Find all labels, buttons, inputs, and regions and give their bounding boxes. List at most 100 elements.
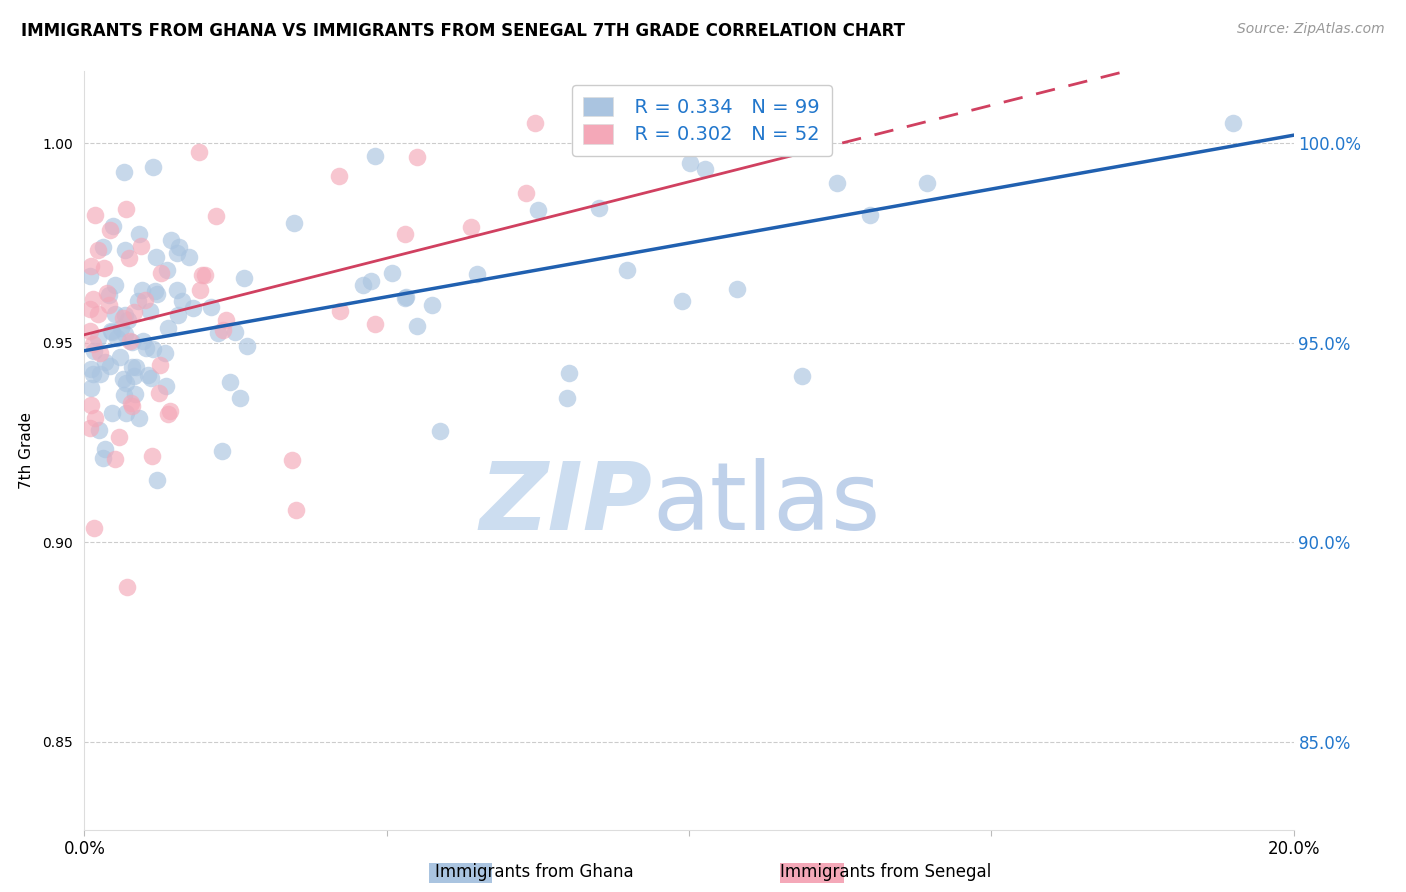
Point — [588, 201, 610, 215]
Point — [157, 407, 180, 421]
Point — [527, 203, 550, 218]
Point — [143, 284, 166, 298]
Point — [141, 370, 163, 384]
Point — [122, 369, 145, 384]
Point — [87, 331, 110, 345]
Point — [131, 334, 153, 348]
Point — [127, 293, 149, 308]
Point — [121, 399, 143, 413]
Legend:   R = 0.334   N = 99,   R = 0.302   N = 52: R = 0.334 N = 99, R = 0.302 N = 52 — [572, 85, 831, 156]
Point — [149, 266, 172, 280]
Point — [219, 376, 242, 390]
Point — [115, 406, 138, 420]
Point — [360, 274, 382, 288]
Point — [87, 423, 110, 437]
Point — [91, 451, 114, 466]
Point — [211, 444, 233, 458]
Point — [104, 277, 127, 292]
Point — [285, 502, 308, 516]
Point — [100, 325, 122, 339]
Point — [181, 301, 204, 316]
Point — [589, 116, 612, 130]
Point — [114, 243, 136, 257]
Point — [616, 262, 638, 277]
Point — [135, 342, 157, 356]
Point — [98, 359, 121, 373]
Point — [114, 376, 136, 390]
Point — [228, 391, 250, 405]
Point — [145, 286, 167, 301]
Point — [153, 346, 176, 360]
Point — [94, 355, 117, 369]
Point — [394, 291, 416, 305]
Point — [381, 267, 404, 281]
Point — [112, 388, 135, 402]
Point — [83, 520, 105, 534]
Point — [128, 411, 150, 425]
Point — [149, 358, 172, 372]
Point — [101, 406, 124, 420]
Point — [224, 325, 246, 339]
Point — [915, 176, 938, 190]
Point — [100, 325, 122, 339]
Text: Immigrants from Ghana: Immigrants from Ghana — [434, 863, 634, 881]
Point — [671, 294, 693, 309]
Point — [194, 268, 217, 283]
Point — [124, 387, 146, 401]
Point — [118, 251, 141, 265]
Point — [693, 162, 716, 177]
Point — [364, 317, 387, 331]
Point — [117, 313, 139, 327]
Point — [160, 233, 183, 247]
Point — [668, 116, 690, 130]
Point — [87, 243, 110, 257]
Point — [406, 319, 429, 334]
Point — [364, 149, 387, 163]
Point — [156, 263, 179, 277]
Point — [108, 430, 131, 444]
Point — [115, 202, 138, 216]
Point — [329, 303, 352, 318]
Point — [214, 313, 236, 327]
Point — [96, 285, 118, 300]
Point — [114, 308, 136, 322]
Point — [200, 301, 222, 315]
Point — [555, 391, 578, 405]
Point — [112, 372, 135, 386]
Point — [170, 294, 193, 309]
Point — [87, 307, 110, 321]
Point — [429, 424, 451, 438]
Point — [148, 385, 170, 400]
Point — [89, 367, 111, 381]
Point — [233, 270, 256, 285]
Point — [118, 334, 141, 348]
Point — [115, 581, 138, 595]
Point — [558, 366, 581, 380]
Point — [125, 360, 148, 375]
Point — [112, 164, 135, 178]
Point — [177, 250, 200, 264]
Point — [114, 326, 136, 341]
Text: ZIP: ZIP — [479, 458, 652, 549]
Point — [97, 288, 120, 302]
Point — [112, 311, 135, 326]
Point — [122, 304, 145, 318]
Y-axis label: 7th Grade: 7th Grade — [20, 412, 34, 489]
Point — [79, 397, 101, 411]
Point — [524, 116, 547, 130]
Point — [84, 411, 107, 425]
Text: IMMIGRANTS FROM GHANA VS IMMIGRANTS FROM SENEGAL 7TH GRADE CORRELATION CHART: IMMIGRANTS FROM GHANA VS IMMIGRANTS FROM… — [21, 22, 905, 40]
Point — [283, 216, 305, 230]
Point — [83, 343, 105, 358]
Point — [790, 369, 813, 384]
Point — [145, 250, 167, 264]
Point — [100, 223, 122, 237]
Point — [394, 227, 416, 241]
Point — [79, 260, 101, 274]
Point — [84, 208, 107, 222]
Point — [82, 337, 104, 351]
Point — [89, 345, 111, 359]
Point — [131, 283, 153, 297]
Point — [467, 267, 489, 281]
Point — [1222, 116, 1244, 130]
